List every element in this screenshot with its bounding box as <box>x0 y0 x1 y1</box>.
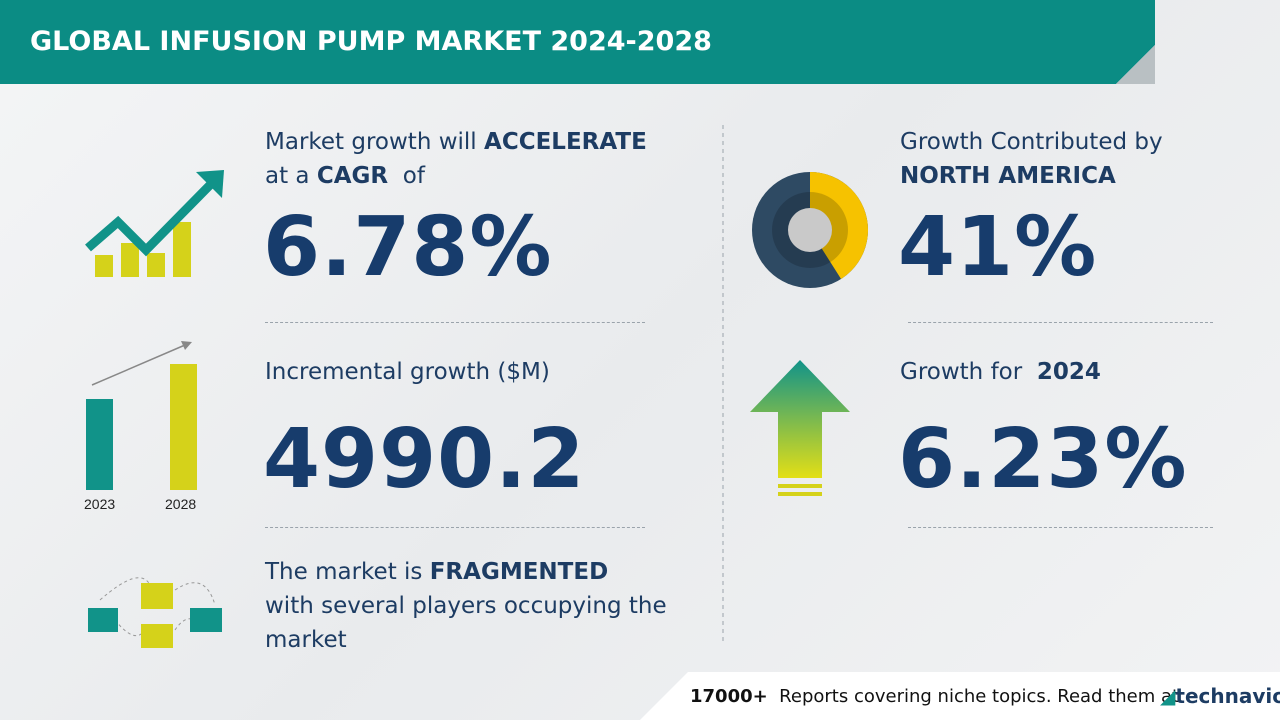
text: of <box>402 163 425 189</box>
separator <box>908 527 1213 528</box>
title: GLOBAL INFUSION PUMP MARKET 2024-2028 <box>30 26 712 57</box>
year-label: 2023 <box>84 496 116 512</box>
contribution-label: Growth Contributed by NORTH AMERICA <box>900 125 1163 193</box>
header-bar <box>0 0 1155 84</box>
footer-text: Reports covering niche topics. Read them… <box>779 686 1180 707</box>
separator <box>265 527 645 528</box>
growth-icon <box>85 170 224 277</box>
text: Growth for <box>900 359 1023 385</box>
donut-share <box>810 172 868 279</box>
fragmented-label: The market is FRAGMENTED with several pl… <box>265 555 705 657</box>
text: at a <box>265 163 310 189</box>
cagr-value: 6.78% <box>263 200 553 295</box>
emphasis: NORTH AMERICA <box>900 163 1116 189</box>
emphasis: CAGR <box>316 163 389 189</box>
bars-icon <box>86 341 197 490</box>
footer-count: 17000+ <box>690 686 768 707</box>
contribution-value: 41% <box>898 200 1098 295</box>
year-growth-value: 6.23% <box>898 412 1188 507</box>
brand: ◢technavio <box>1160 684 1280 708</box>
cagr-label: Market growth will ACCELERATE at a CAGR … <box>265 125 705 193</box>
text: with several players occupying the marke… <box>265 593 667 653</box>
year-label: 2028 <box>165 496 197 512</box>
arrow-icon <box>750 360 850 496</box>
brand-name: technavio <box>1175 684 1280 708</box>
emphasis: 2024 <box>1036 359 1101 385</box>
incremental-label: Incremental growth ($M) <box>265 359 550 385</box>
footer: 17000+ Reports covering niche topics. Re… <box>690 686 1179 707</box>
header-fold <box>1116 45 1155 84</box>
text: Market growth will <box>265 129 477 155</box>
players-icon <box>88 577 222 648</box>
donut-hole <box>788 208 832 252</box>
emphasis: FRAGMENTED <box>429 559 609 585</box>
separator <box>908 322 1213 323</box>
incremental-value: 4990.2 <box>263 412 586 507</box>
separator <box>265 322 645 323</box>
text: The market is <box>265 559 423 585</box>
year-growth-label: Growth for 2024 <box>900 355 1101 389</box>
footer-bg <box>640 672 1280 720</box>
text: Growth Contributed by <box>900 129 1163 155</box>
emphasis: ACCELERATE <box>484 129 647 155</box>
